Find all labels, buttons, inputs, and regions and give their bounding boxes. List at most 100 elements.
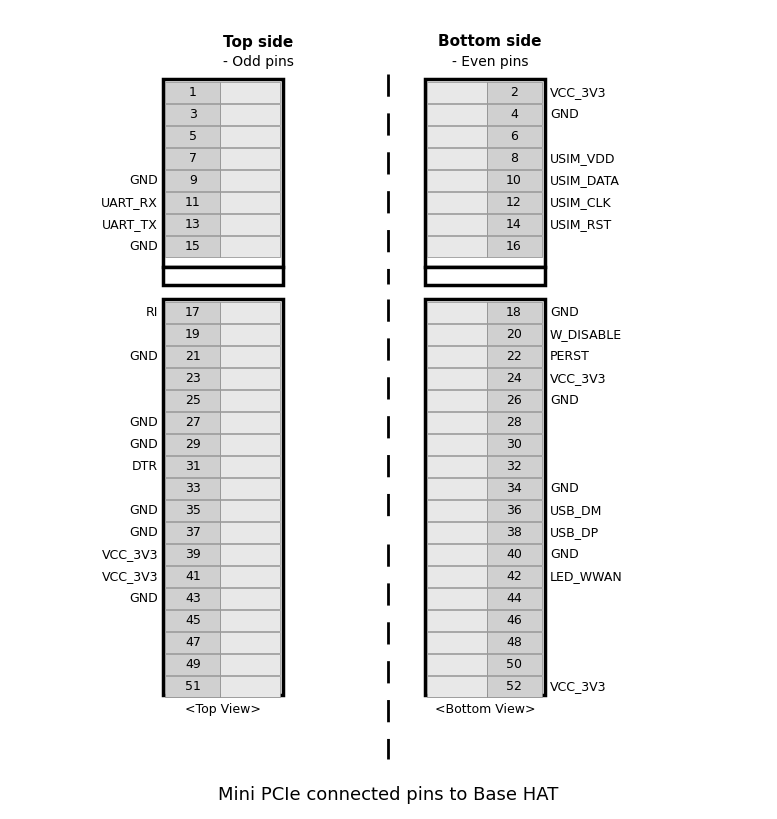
Bar	[163, 80, 283, 268]
Bar	[163, 300, 283, 695]
Text: 46: 46	[506, 613, 522, 627]
Bar	[165, 127, 220, 147]
Bar	[427, 83, 487, 104]
Bar	[427, 610, 487, 631]
Bar	[220, 391, 280, 411]
Text: 38: 38	[506, 526, 522, 539]
Bar	[427, 215, 487, 236]
Bar	[165, 105, 220, 126]
Bar	[220, 676, 280, 697]
Text: 13: 13	[185, 218, 201, 231]
Bar	[165, 237, 220, 258]
Text: 7: 7	[189, 152, 197, 165]
Bar	[165, 545, 220, 565]
Text: 20: 20	[506, 328, 522, 341]
Text: 11: 11	[185, 197, 201, 209]
Text: 36: 36	[506, 504, 522, 517]
Text: GND: GND	[129, 240, 158, 253]
Bar	[487, 369, 542, 390]
Bar	[220, 610, 280, 631]
Text: 30: 30	[506, 438, 522, 451]
Bar	[487, 500, 542, 522]
Bar	[220, 83, 280, 104]
Bar	[427, 500, 487, 522]
Bar	[487, 545, 542, 565]
Text: 2: 2	[510, 86, 518, 99]
Text: 14: 14	[506, 218, 522, 231]
Text: 29: 29	[185, 438, 201, 451]
Bar	[487, 523, 542, 543]
Text: GND: GND	[550, 306, 579, 319]
Text: W_DISABLE: W_DISABLE	[550, 328, 622, 341]
Text: VCC_3V3: VCC_3V3	[550, 680, 607, 693]
Bar	[427, 478, 487, 500]
Bar	[427, 676, 487, 697]
Bar	[427, 413, 487, 433]
Bar	[487, 237, 542, 258]
Text: <Top View>: <Top View>	[185, 703, 261, 716]
Text: 48: 48	[506, 636, 522, 649]
Bar	[165, 413, 220, 433]
Bar	[220, 127, 280, 147]
Bar	[487, 324, 542, 346]
Text: DTR: DTR	[132, 460, 158, 473]
Text: 43: 43	[185, 592, 201, 604]
Text: 21: 21	[185, 350, 201, 363]
Bar	[165, 192, 220, 214]
Bar	[165, 215, 220, 236]
Text: USB_DM: USB_DM	[550, 504, 602, 517]
Text: GND: GND	[129, 592, 158, 604]
Text: 15: 15	[185, 240, 201, 253]
Text: 37: 37	[185, 526, 201, 539]
Bar	[165, 434, 220, 455]
Bar	[427, 566, 487, 587]
Bar	[220, 545, 280, 565]
Text: 8: 8	[510, 152, 518, 165]
Bar	[220, 303, 280, 324]
Text: 33: 33	[185, 482, 201, 495]
Text: 40: 40	[506, 548, 522, 561]
Text: 9: 9	[189, 174, 197, 188]
Text: VCC_3V3: VCC_3V3	[102, 548, 158, 561]
Text: Mini PCIe connected pins to Base HAT: Mini PCIe connected pins to Base HAT	[218, 785, 558, 803]
Bar	[165, 83, 220, 104]
Bar	[427, 523, 487, 543]
Bar	[220, 434, 280, 455]
Text: 44: 44	[506, 592, 522, 604]
Text: 5: 5	[189, 130, 197, 143]
Text: 28: 28	[506, 416, 522, 429]
Bar	[165, 632, 220, 654]
Bar	[165, 171, 220, 192]
Bar	[165, 324, 220, 346]
Bar	[487, 654, 542, 675]
Text: Top side: Top side	[223, 34, 293, 49]
Text: 6: 6	[510, 130, 518, 143]
Text: USIM_CLK: USIM_CLK	[550, 197, 611, 209]
Bar	[220, 149, 280, 170]
Bar	[220, 192, 280, 214]
Text: 47: 47	[185, 636, 201, 649]
Bar	[165, 654, 220, 675]
Bar	[220, 346, 280, 368]
Bar	[220, 588, 280, 609]
Text: 51: 51	[185, 680, 201, 693]
Text: - Odd pins: - Odd pins	[222, 55, 294, 69]
Text: 45: 45	[185, 613, 201, 627]
Text: LED_WWAN: LED_WWAN	[550, 570, 622, 583]
Text: 3: 3	[189, 108, 197, 121]
Text: 34: 34	[506, 482, 522, 495]
Text: GND: GND	[129, 350, 158, 363]
Bar	[220, 413, 280, 433]
Bar	[427, 303, 487, 324]
Bar	[165, 566, 220, 587]
Text: 31: 31	[185, 460, 201, 473]
Bar	[427, 105, 487, 126]
Text: 25: 25	[185, 394, 201, 407]
Bar	[220, 566, 280, 587]
Text: PERST: PERST	[550, 350, 590, 363]
Bar	[220, 478, 280, 500]
Text: 39: 39	[185, 548, 201, 561]
Bar	[165, 369, 220, 390]
Bar	[487, 192, 542, 214]
Bar	[165, 523, 220, 543]
